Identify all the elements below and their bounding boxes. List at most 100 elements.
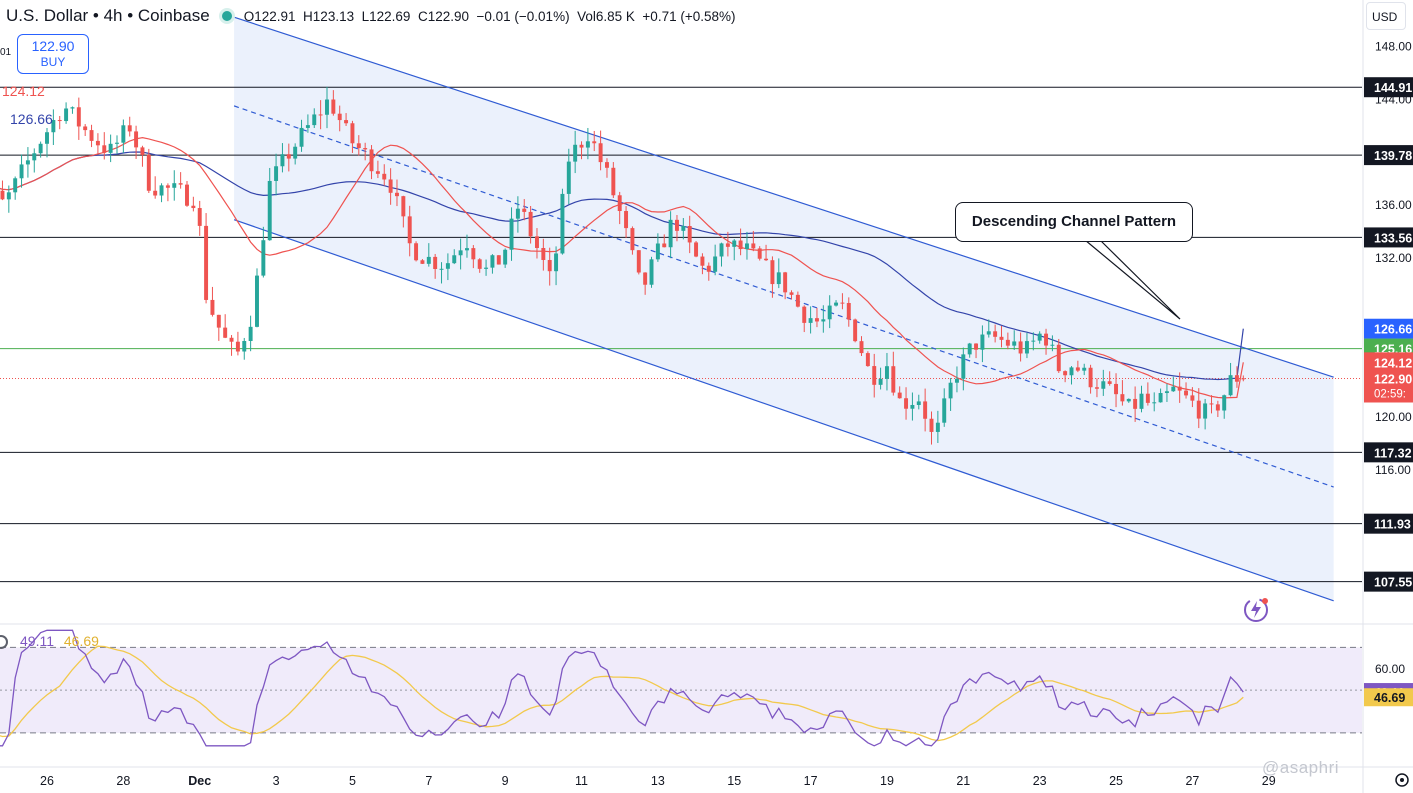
candle (566, 148, 571, 205)
candle (1126, 398, 1131, 403)
candle (891, 351, 896, 396)
candle (522, 199, 527, 221)
candle (356, 135, 361, 156)
candle (1082, 363, 1087, 376)
candle (579, 141, 584, 160)
annotation-callout[interactable]: Descending Channel Pattern (955, 202, 1193, 242)
candle (0, 180, 5, 201)
candle (935, 410, 940, 444)
candle (197, 200, 202, 236)
price-tick-label: 136.00 (1375, 198, 1412, 212)
candle (127, 116, 132, 137)
candle (134, 125, 139, 159)
candle (764, 244, 769, 262)
candle (382, 164, 387, 186)
candle (159, 183, 164, 203)
level-price-tag-label: 111.93 (1374, 518, 1411, 532)
candle (980, 325, 985, 363)
time-tick-label: 25 (1109, 774, 1123, 788)
candle (1228, 362, 1233, 397)
candle (1203, 398, 1208, 430)
rsi-tick-label: 60.00 (1375, 662, 1405, 676)
time-tick-label: 11 (575, 774, 588, 788)
candle (1075, 360, 1080, 373)
rsi-ma-line (0, 645, 1244, 742)
time-tick-label: 5 (349, 774, 356, 788)
candle (25, 147, 30, 178)
candle (1177, 372, 1182, 403)
low-value: 122.69 (369, 8, 411, 24)
candle (649, 256, 654, 288)
level-price-tag (1364, 513, 1413, 534)
candle (694, 240, 699, 258)
buy-button[interactable]: 122.90 BUY (17, 34, 89, 74)
price-tick-label: 132.00 (1375, 251, 1412, 265)
candle (872, 353, 877, 398)
candle (299, 119, 304, 152)
candle (414, 241, 419, 262)
candle (719, 242, 724, 267)
time-tick-label: 3 (273, 774, 280, 788)
gear-icon[interactable] (1395, 773, 1409, 787)
candle (1164, 383, 1169, 402)
candle (255, 268, 259, 328)
candle (674, 215, 679, 242)
price-tick-label: 148.00 (1375, 39, 1412, 53)
candle (744, 231, 749, 260)
price-tick-label: 116.00 (1375, 463, 1411, 477)
candle (770, 256, 775, 298)
candle (146, 148, 151, 194)
rsi-settings-icon[interactable] (0, 635, 8, 650)
candle (465, 234, 469, 258)
candle (223, 314, 228, 339)
candle (108, 134, 113, 163)
candle (89, 124, 94, 148)
candle (1133, 386, 1138, 422)
level-price-tag (1364, 77, 1413, 98)
symbol-title[interactable]: U.S. Dollar • 4h • Coinbase (6, 6, 210, 25)
candle (1152, 392, 1157, 412)
candle (445, 253, 450, 281)
level-price-tag-label: 144.91 (1374, 81, 1412, 95)
candle (853, 318, 858, 343)
candle (1114, 373, 1119, 408)
candle (1190, 387, 1195, 408)
candle (789, 290, 794, 300)
candle (70, 106, 75, 114)
buy-label: BUY (40, 55, 66, 69)
candle (1063, 370, 1068, 383)
candle (923, 388, 928, 432)
candle (1139, 385, 1144, 413)
candle (668, 211, 673, 259)
candle (802, 305, 807, 333)
candle (312, 108, 317, 128)
time-tick-label: 13 (651, 774, 665, 788)
ma-red-line (0, 136, 1244, 399)
candle (1196, 388, 1201, 429)
candle (573, 130, 578, 174)
time-tick-label: 9 (502, 774, 509, 788)
candle (325, 86, 329, 129)
candle (471, 245, 476, 269)
candle (706, 262, 711, 281)
candle (681, 218, 686, 240)
price-tag (1364, 368, 1413, 403)
open-value: 122.91 (254, 8, 296, 24)
candle (751, 230, 756, 252)
candle (6, 185, 11, 213)
close-value: 122.90 (427, 8, 469, 24)
candle (655, 233, 660, 262)
ohlc-readout: O122.91 H123.13 L122.69 C122.90 −0.01 (−… (244, 9, 736, 24)
candle (986, 319, 991, 338)
candle (1107, 371, 1112, 386)
candle (993, 324, 998, 343)
candle (204, 213, 209, 304)
time-tick-label: 26 (40, 774, 54, 788)
candle (433, 253, 438, 279)
flash-lightning-icon[interactable] (1243, 595, 1271, 623)
price-tag (1364, 352, 1413, 373)
candle (942, 388, 947, 427)
candle (897, 386, 902, 399)
currency-button[interactable]: USD (1366, 2, 1406, 30)
